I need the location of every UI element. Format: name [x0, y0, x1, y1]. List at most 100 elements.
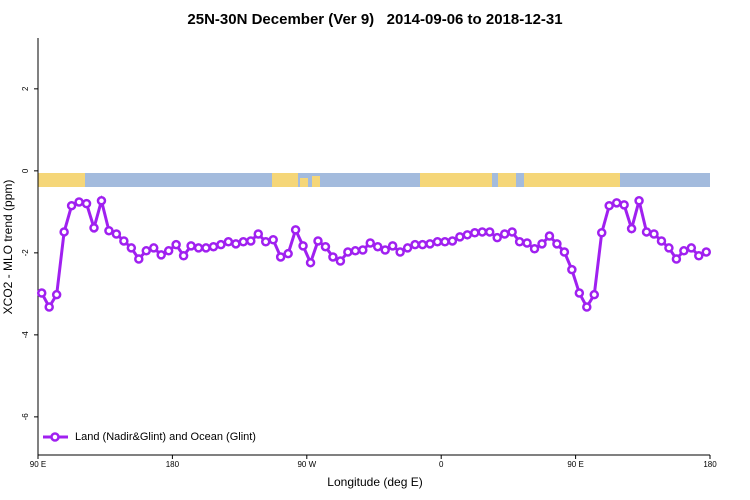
x-tick-label: 90 E	[567, 460, 583, 469]
data-point	[208, 241, 219, 252]
data-point	[201, 243, 211, 253]
data-point	[36, 288, 47, 298]
data-point	[111, 229, 122, 239]
data-point	[507, 227, 517, 237]
data-point	[283, 248, 293, 259]
data-point	[193, 243, 204, 253]
data-point	[455, 232, 465, 242]
data-point	[298, 241, 308, 251]
data-point	[537, 239, 547, 249]
data-point	[619, 200, 629, 210]
data-point	[134, 254, 144, 264]
data-point	[604, 200, 614, 211]
data-point	[171, 239, 181, 250]
data-point	[701, 247, 712, 257]
data-point	[141, 246, 152, 256]
data-point	[477, 227, 488, 237]
data-point	[514, 237, 525, 247]
x-tick-label: 90 E	[30, 460, 46, 469]
data-point	[96, 196, 107, 206]
data-point	[156, 250, 166, 260]
data-point	[634, 196, 644, 206]
data-point	[320, 241, 331, 252]
data-point	[582, 302, 592, 312]
data-point	[567, 264, 577, 275]
data-point	[559, 247, 570, 257]
y-axis-label: XCO2 - MLO trend (ppm)	[1, 180, 15, 315]
data-point	[492, 232, 502, 243]
x-tick-label: 180	[166, 460, 180, 469]
data-point	[148, 243, 159, 253]
data-point	[66, 200, 77, 211]
data-point	[686, 243, 697, 253]
data-point	[104, 225, 114, 236]
y-tick-label: -4	[21, 331, 30, 339]
data-point	[425, 239, 435, 249]
data-point	[387, 241, 398, 251]
data-line	[40, 194, 707, 311]
data-point	[81, 198, 92, 209]
data-point	[372, 241, 383, 252]
y-tick-label: 0	[21, 168, 30, 173]
legend-label: Land (Nadir&Glint) and Ocean (Glint)	[75, 431, 256, 443]
x-tick-label: 90 W	[297, 460, 316, 469]
data-point	[574, 288, 585, 298]
data-point	[126, 243, 137, 253]
data-point	[589, 289, 600, 300]
y-tick-label: 2	[21, 86, 30, 91]
data-point	[335, 256, 346, 266]
data-point	[163, 246, 174, 256]
data-point	[694, 250, 704, 261]
data-point	[470, 228, 480, 238]
data-point	[328, 252, 338, 262]
data-point	[51, 289, 62, 300]
land-ocean-strip	[38, 173, 710, 187]
data-point	[119, 236, 129, 246]
y-tick-label: -6	[21, 413, 30, 421]
data-point	[59, 227, 69, 237]
chart-title: 25N-30N December (Ver 9) 2014-09-06 to 2…	[187, 11, 562, 28]
data-point	[223, 237, 234, 247]
data-point	[216, 239, 226, 250]
data-point	[544, 231, 555, 241]
data-point	[440, 237, 450, 247]
data-point	[611, 198, 622, 208]
x-tick-label: 0	[439, 460, 444, 469]
x-tick-label: 180	[703, 460, 717, 469]
data-point	[671, 254, 682, 264]
data-point	[395, 247, 405, 257]
data-point	[649, 229, 659, 239]
data-point	[74, 197, 84, 207]
data-point	[44, 302, 54, 312]
data-point	[290, 225, 301, 235]
data-point	[275, 252, 286, 262]
data-point	[656, 236, 667, 246]
data-point	[552, 239, 562, 249]
data-point	[350, 246, 361, 256]
data-point	[313, 236, 323, 246]
data-point	[499, 229, 510, 239]
x-axis-label: Longitude (deg E)	[327, 475, 422, 489]
data-point	[238, 237, 249, 247]
y-tick-label: -2	[21, 249, 30, 257]
data-point	[343, 247, 353, 257]
data-point	[402, 243, 413, 253]
data-point	[89, 223, 99, 233]
data-point	[522, 238, 532, 248]
data-point	[484, 227, 495, 237]
data-point	[679, 246, 689, 256]
data-point	[268, 234, 278, 245]
data-point	[596, 228, 607, 238]
data-point	[246, 236, 256, 246]
data-point	[178, 250, 189, 261]
data-point	[462, 230, 473, 240]
data-point	[626, 223, 637, 234]
data-point	[410, 239, 420, 250]
data-point	[529, 244, 540, 254]
legend-marker	[50, 432, 60, 442]
data-point	[447, 236, 458, 246]
data-point	[260, 237, 271, 247]
data-point	[253, 229, 264, 239]
data-point	[231, 239, 241, 249]
